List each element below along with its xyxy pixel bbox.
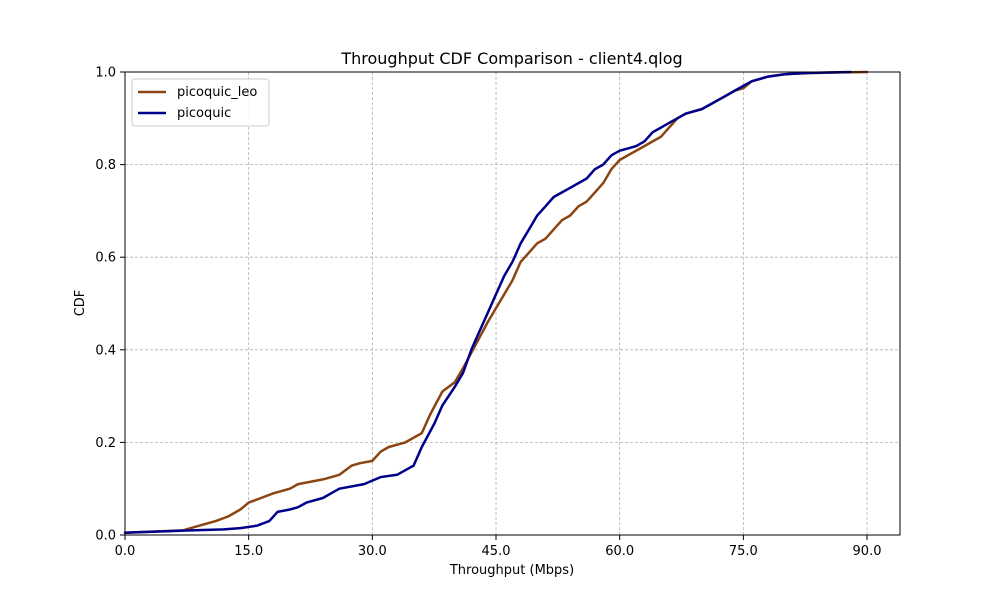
tick-layer: 0.0 15.0 30.0 45.0 60.0 75.0 90.0 0.0 0.2 0.4 0.6 0…: [95, 66, 881, 560]
x-tick-label: 0.0: [115, 544, 136, 559]
legend: picoquic_leo picoquic: [131, 78, 270, 127]
x-tick-label: 30.0: [358, 544, 387, 559]
y-tick-label: 0.6: [95, 251, 116, 266]
x-tick-label: 75.0: [729, 544, 758, 559]
series-layer: [123, 70, 869, 534]
y-axis-label: CDF: [73, 290, 88, 317]
legend-label-picoquic: picoquic: [177, 106, 231, 121]
legend-box: [131, 78, 270, 127]
legend-label-picoquic-leo: picoquic_leo: [177, 85, 257, 100]
y-tick-label: 0.8: [95, 158, 116, 173]
x-tick-label: 15.0: [234, 544, 263, 559]
y-tick-label: 0.2: [95, 436, 116, 451]
chart-title: Throughput CDF Comparison - client4.qlog: [340, 49, 682, 68]
plot-frame: [124, 71, 901, 536]
x-axis-label: Throughput (Mbps): [449, 563, 574, 578]
series-line-picoquic: [123, 70, 852, 534]
x-tick-label: 60.0: [605, 544, 634, 559]
y-tick-label: 0.4: [95, 343, 116, 358]
y-tick-label: 1.0: [95, 66, 116, 81]
y-tick-label: 0.0: [95, 529, 116, 544]
x-tick-label: 90.0: [853, 544, 882, 559]
x-tick-label: 45.0: [482, 544, 511, 559]
